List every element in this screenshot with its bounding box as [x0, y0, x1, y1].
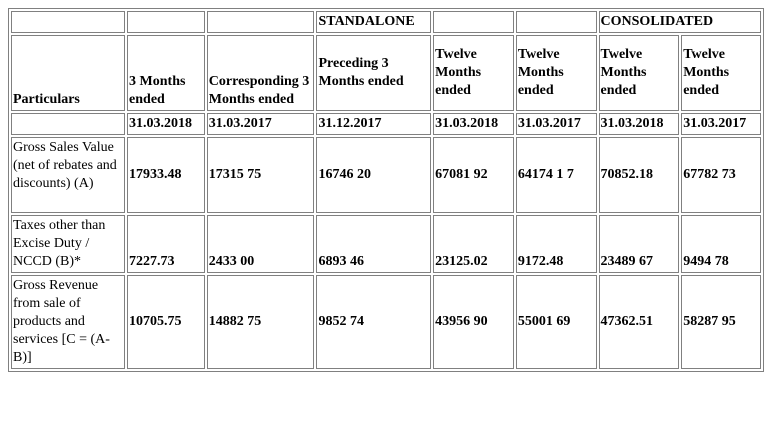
value-cell: 47362.51: [598, 275, 680, 369]
date-cell: 31.03.2018: [598, 113, 680, 135]
table-row: Gross Sales Value (net of rebates and di…: [11, 137, 761, 213]
empty-date-cell: [11, 113, 126, 135]
empty-header-cell: [11, 11, 126, 33]
value-cell: 10705.75: [127, 275, 205, 369]
empty-header-cell: [127, 11, 205, 33]
date-cell: 31.03.2018: [127, 113, 205, 135]
row-label: Taxes other than Excise Duty / NCCD (B)*: [11, 215, 126, 273]
value-cell: 64174 1 7: [515, 137, 597, 213]
particulars-header: Particulars: [11, 35, 126, 111]
col1-header: 3 Months ended: [127, 35, 205, 111]
financial-table-wrapper: STANDALONE CONSOLIDATED Particulars 3 Mo…: [8, 8, 764, 372]
value-cell: 43956 90: [433, 275, 514, 369]
empty-header-cell: [515, 11, 597, 33]
date-cell: 31.03.2017: [515, 113, 597, 135]
value-cell: 9852 74: [316, 275, 432, 369]
col2-header: Corresponding 3 Months ended: [206, 35, 315, 111]
date-cell: 31.03.2017: [681, 113, 761, 135]
value-cell: 67782 73: [681, 137, 761, 213]
value-cell: 23125.02: [433, 215, 514, 273]
value-cell: 6893 46: [316, 215, 432, 273]
value-cell: 67081 92: [433, 137, 514, 213]
col4-header: Twelve Months ended: [433, 35, 514, 111]
value-cell: 9172.48: [515, 215, 597, 273]
value-cell: 55001 69: [515, 275, 597, 369]
table-row: Gross Revenue from sale of products and …: [11, 275, 761, 369]
value-cell: 17315 75: [206, 137, 315, 213]
value-cell: 58287 95: [681, 275, 761, 369]
col7-header: Twelve Months ended: [681, 35, 761, 111]
value-cell: 23489 67: [598, 215, 680, 273]
value-cell: 9494 78: [681, 215, 761, 273]
date-row: 31.03.2018 31.03.2017 31.12.2017 31.03.2…: [11, 113, 761, 135]
table-row: Taxes other than Excise Duty / NCCD (B)*…: [11, 215, 761, 273]
row-label: Gross Revenue from sale of products and …: [11, 275, 126, 369]
empty-header-cell: [433, 11, 514, 33]
value-cell: 70852.18: [598, 137, 680, 213]
column-header-row: Particulars 3 Months ended Corresponding…: [11, 35, 761, 111]
value-cell: 2433 00: [206, 215, 315, 273]
date-cell: 31.03.2018: [433, 113, 514, 135]
col5-header: Twelve Months ended: [515, 35, 597, 111]
value-cell: 16746 20: [316, 137, 432, 213]
col3-header: Preceding 3 Months ended: [316, 35, 432, 111]
financial-results-table: STANDALONE CONSOLIDATED Particulars 3 Mo…: [8, 8, 764, 372]
value-cell: 7227.73: [127, 215, 205, 273]
date-cell: 31.03.2017: [206, 113, 315, 135]
value-cell: 14882 75: [206, 275, 315, 369]
col6-header: Twelve Months ended: [598, 35, 680, 111]
date-cell: 31.12.2017: [316, 113, 432, 135]
standalone-header: STANDALONE: [316, 11, 432, 33]
row-label: Gross Sales Value (net of rebates and di…: [11, 137, 126, 213]
empty-header-cell: [206, 11, 315, 33]
value-cell: 17933.48: [127, 137, 205, 213]
consolidated-header: CONSOLIDATED: [598, 11, 761, 33]
group-header-row: STANDALONE CONSOLIDATED: [11, 11, 761, 33]
